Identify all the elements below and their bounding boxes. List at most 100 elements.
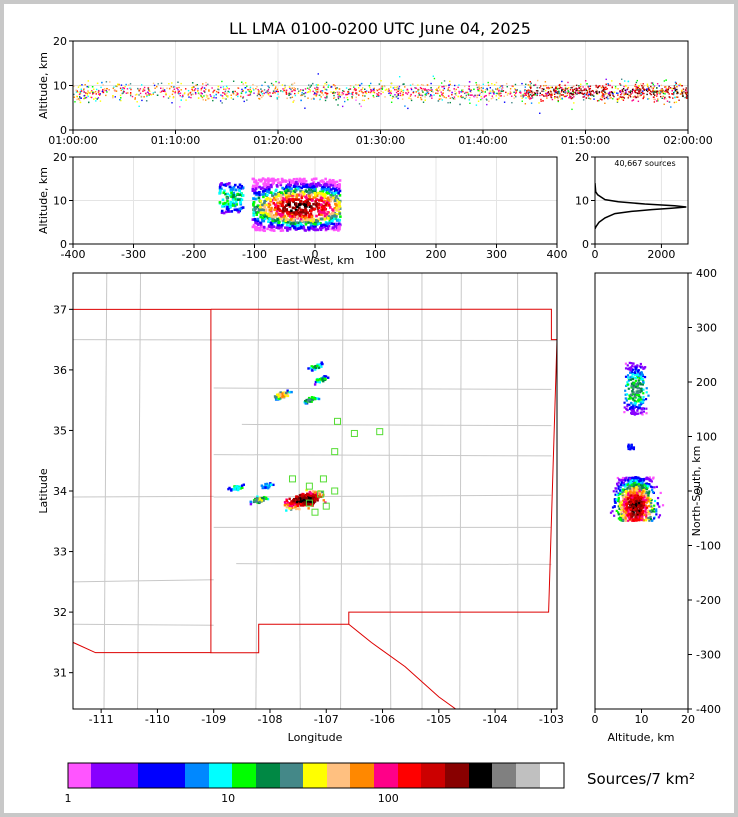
county-line xyxy=(213,494,552,498)
source-point xyxy=(148,94,150,96)
density-cell xyxy=(270,215,273,219)
density-cell xyxy=(642,392,645,395)
source-point xyxy=(402,91,404,94)
density-cell xyxy=(272,225,276,229)
density-cell xyxy=(285,211,289,214)
density-cell xyxy=(255,213,259,217)
density-cell xyxy=(285,223,289,227)
county-line xyxy=(297,273,301,709)
source-point xyxy=(589,85,592,87)
density-cell xyxy=(334,184,338,187)
altitude-time-panel: 01:00:00 01:10:00 01:20:00 01:30:00 01:40:00… xyxy=(37,35,713,147)
source-point xyxy=(361,99,364,102)
source-point xyxy=(442,92,444,94)
source-point xyxy=(458,84,460,86)
density-cell xyxy=(330,227,334,231)
density-cell xyxy=(238,189,241,193)
density-cell xyxy=(255,496,259,500)
source-point xyxy=(574,93,576,96)
source-point xyxy=(617,88,620,90)
source-point xyxy=(146,91,148,94)
density-cell xyxy=(285,228,289,231)
eastwest-tick-label: -300 xyxy=(121,248,146,261)
density-cell xyxy=(322,209,326,213)
source-point xyxy=(437,87,440,89)
density-cell xyxy=(645,387,648,390)
density-cell xyxy=(307,221,310,224)
source-point xyxy=(182,95,184,98)
source-point xyxy=(162,87,164,89)
source-point xyxy=(491,83,493,85)
density-cell xyxy=(299,217,303,221)
source-point xyxy=(639,89,641,91)
source-point xyxy=(558,87,560,90)
source-point xyxy=(427,88,429,91)
source-point xyxy=(378,83,381,85)
source-point xyxy=(341,93,344,96)
source-point xyxy=(588,97,590,99)
density-cell xyxy=(293,503,297,507)
source-point xyxy=(629,94,631,97)
density-cell xyxy=(328,190,331,193)
station-marker xyxy=(350,429,358,437)
density-cell xyxy=(632,511,635,514)
density-cell xyxy=(325,224,328,227)
density-cell xyxy=(659,491,662,495)
source-point xyxy=(529,93,532,96)
source-point xyxy=(652,87,654,89)
source-point xyxy=(566,92,569,94)
density-cell xyxy=(315,205,319,208)
density-cell xyxy=(300,219,304,223)
source-point xyxy=(636,79,639,82)
source-point xyxy=(604,102,606,104)
density-cell xyxy=(623,401,626,404)
density-cell xyxy=(254,197,257,201)
source-point xyxy=(643,92,645,95)
density-cell xyxy=(332,228,336,232)
source-point xyxy=(529,89,531,92)
density-cell xyxy=(301,496,304,499)
source-point xyxy=(102,88,104,91)
source-point xyxy=(389,91,391,93)
density-cell xyxy=(311,185,315,188)
density-cell xyxy=(222,202,225,206)
density-cell xyxy=(263,205,267,209)
eastwest-tick-label: 200 xyxy=(426,248,447,261)
density-cell xyxy=(270,206,273,210)
source-point xyxy=(357,84,360,86)
source-point xyxy=(424,99,426,101)
density-cell xyxy=(635,393,639,397)
source-point xyxy=(427,91,429,94)
density-cell xyxy=(627,376,630,379)
source-point xyxy=(417,89,419,91)
density-cell xyxy=(641,373,644,376)
source-point xyxy=(632,89,635,91)
density-cell xyxy=(263,217,267,221)
source-point xyxy=(671,93,674,95)
source-point xyxy=(669,87,672,89)
density-cell xyxy=(221,205,224,208)
density-cell xyxy=(634,373,637,376)
density-cell xyxy=(278,393,282,396)
source-point xyxy=(302,89,304,92)
density-cell xyxy=(291,206,295,210)
density-cell xyxy=(308,197,311,201)
density-cell xyxy=(644,398,648,401)
source-point xyxy=(500,90,503,92)
density-cell xyxy=(304,212,308,216)
source-point xyxy=(576,89,578,91)
source-point xyxy=(650,85,652,88)
density-cell xyxy=(650,498,653,502)
density-cell xyxy=(641,383,644,386)
density-cell xyxy=(260,208,263,211)
source-point xyxy=(441,85,443,88)
source-point xyxy=(160,87,162,90)
source-point xyxy=(674,96,676,99)
density-cell xyxy=(252,197,255,200)
source-point xyxy=(559,96,561,98)
source-point xyxy=(668,93,670,95)
source-point xyxy=(600,86,603,89)
source-point xyxy=(632,99,635,101)
density-cell xyxy=(279,200,282,204)
source-point xyxy=(637,100,640,103)
